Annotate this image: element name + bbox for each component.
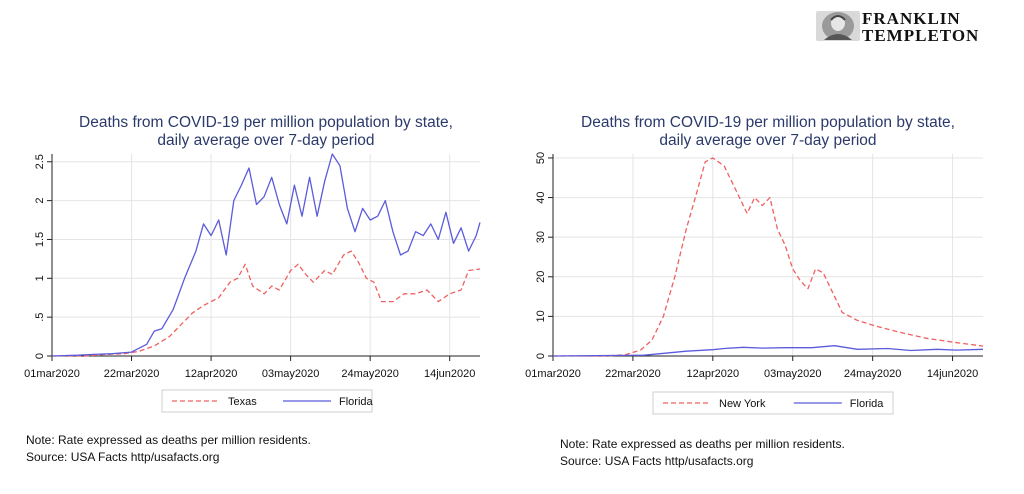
right-chart-ytick-label: 10 <box>535 310 547 322</box>
left-chart-ytick-label: 1.5 <box>34 232 46 247</box>
right-chart-series-new-york <box>553 157 984 357</box>
left-chart-subtitle: daily average over 7-day period <box>157 132 374 149</box>
left-chart-legend-label: Texas <box>228 396 257 408</box>
right-chart-ytick-label: 50 <box>535 152 547 164</box>
note-left-line-1: Note: Rate expressed as deaths per milli… <box>26 433 311 447</box>
franklin-templeton-logo: FRANKLIN TEMPLETON <box>816 8 992 48</box>
chart-panel-newyork-florida: Deaths from COVID-19 per million populat… <box>513 98 1005 420</box>
right-chart-ytick-label: 40 <box>535 191 547 203</box>
right-chart-ytick-label: 0 <box>535 353 547 359</box>
left-chart-plot-area <box>52 154 480 356</box>
left-chart-legend: Texas Florida <box>161 389 374 413</box>
logo-line-2: TEMPLETON <box>862 26 980 45</box>
right-chart-xtick-label: 12apr2020 <box>687 368 740 380</box>
franklin-portrait-icon <box>816 11 860 41</box>
left-chart-ytick-label: 0 <box>34 353 46 359</box>
left-chart-legend-label: Florida <box>339 396 374 408</box>
right-chart-legend-box <box>652 391 894 415</box>
right-chart-legend-label: New York <box>719 398 766 410</box>
left-chart-ytick-label: .5 <box>34 313 46 322</box>
logo-wordmark: FRANKLIN TEMPLETON <box>862 10 979 44</box>
right-chart-legend-label: Florida <box>850 398 885 410</box>
right-chart-xtick-label: 22mar2020 <box>605 368 661 380</box>
right-chart-legend: New York Florida <box>652 391 894 415</box>
left-chart-xtick-label: 22mar2020 <box>104 368 160 380</box>
left-chart-ytick-label: 1 <box>34 275 46 281</box>
chart-texas-florida: Deaths from COVID-19 per million populat… <box>24 114 481 413</box>
left-chart-ytick-label: 2 <box>34 198 46 204</box>
right-chart-plot-area <box>553 154 983 356</box>
left-chart-xtick-label: 01mar2020 <box>24 368 80 380</box>
chart-panel-texas-florida: Deaths from COVID-19 per million populat… <box>12 98 504 420</box>
note-right-line-1: Note: Rate expressed as deaths per milli… <box>560 437 845 451</box>
left-chart-xtick-label: 14jun2020 <box>424 368 475 380</box>
chart-newyork-florida: Deaths from COVID-19 per million populat… <box>525 114 984 415</box>
right-chart-subtitle: daily average over 7-day period <box>659 132 876 149</box>
left-chart-series-florida <box>51 153 481 357</box>
right-chart-xtick-label: 01mar2020 <box>525 368 581 380</box>
right-chart-ytick-label: 20 <box>535 271 547 283</box>
right-chart-ytick-label: 30 <box>535 231 547 243</box>
left-chart-ytick-label: 2.5 <box>34 154 46 169</box>
right-chart-series-florida <box>552 345 984 357</box>
note-left: Note: Rate expressed as deaths per milli… <box>26 432 311 466</box>
right-chart-xtick-label: 03may2020 <box>764 368 822 380</box>
logo-line-1: FRANKLIN <box>862 9 961 28</box>
note-right: Note: Rate expressed as deaths per milli… <box>560 436 845 470</box>
left-chart-xtick-label: 24may2020 <box>341 368 399 380</box>
note-left-line-2: Source: USA Facts http/usafacts.org <box>26 450 220 464</box>
right-chart-xtick-label: 14jun2020 <box>927 368 978 380</box>
left-chart-xtick-label: 03may2020 <box>262 368 320 380</box>
left-chart-xtick-label: 12apr2020 <box>185 368 238 380</box>
left-chart-legend-box <box>161 389 373 413</box>
left-chart-title: Deaths from COVID-19 per million populat… <box>79 114 453 131</box>
right-chart-title: Deaths from COVID-19 per million populat… <box>581 114 955 131</box>
note-right-line-2: Source: USA Facts http/usafacts.org <box>560 454 754 468</box>
left-chart-series-texas <box>52 250 481 357</box>
right-chart-xtick-label: 24may2020 <box>844 368 902 380</box>
